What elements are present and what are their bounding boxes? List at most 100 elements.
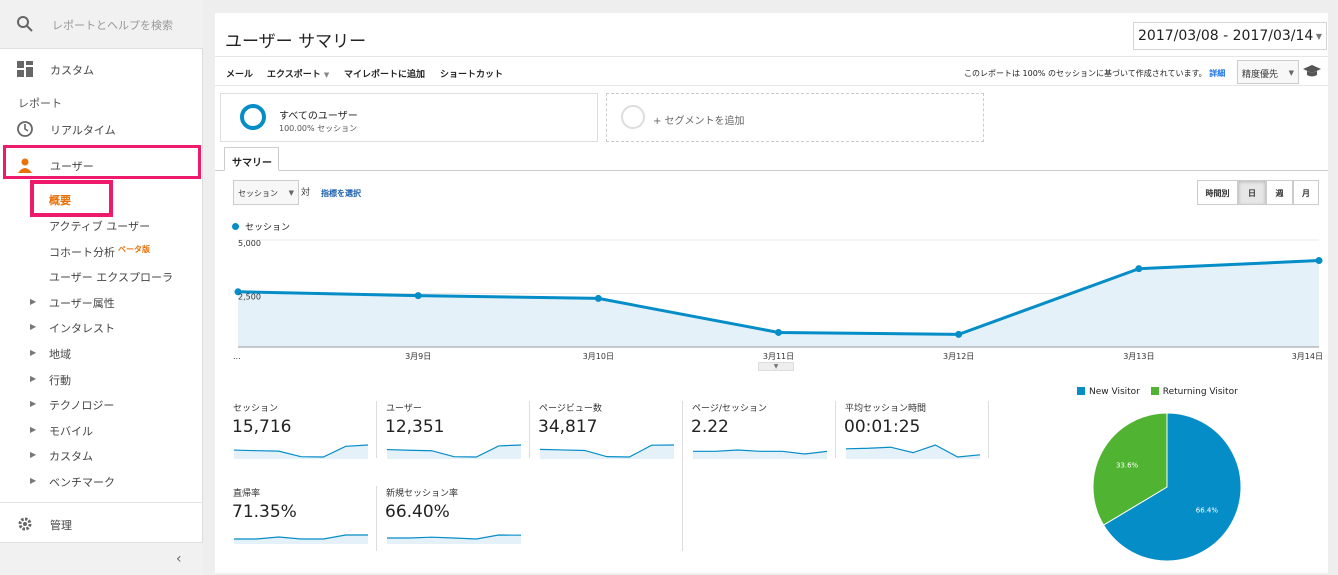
mail-button[interactable]: メール bbox=[226, 70, 254, 80]
collapse-sidebar-button[interactable]: ‹ bbox=[0, 542, 203, 575]
sidebar-item-users[interactable]: ユーザー bbox=[0, 153, 203, 177]
sidebar-item-admin[interactable]: 管理 bbox=[0, 512, 203, 536]
chevron-left-icon: ‹ bbox=[176, 551, 182, 567]
sparkline-line bbox=[387, 444, 521, 458]
metric-tile[interactable]: 新規セッション率 66.40% bbox=[385, 486, 535, 548]
sidebar-sub-overview[interactable]: 概要 bbox=[49, 194, 71, 207]
report-panel: ユーザー サマリー 2017/03/08 - 2017/03/14 ▼ メール … bbox=[215, 13, 1328, 573]
metric-label: ユーザー bbox=[386, 404, 422, 414]
sparkline bbox=[693, 449, 827, 459]
graduation-cap-icon[interactable] bbox=[1303, 63, 1321, 79]
details-link[interactable]: 詳細 bbox=[1209, 69, 1226, 78]
sparkline-line bbox=[234, 534, 368, 540]
tab-summary[interactable]: サマリー bbox=[224, 147, 279, 171]
search-placeholder: レポートとヘルプを検索 bbox=[52, 19, 173, 32]
metric-select-value: セッション bbox=[238, 189, 278, 198]
sidebar-group-interests[interactable]: ▶ インタレスト bbox=[30, 320, 115, 336]
shortcut-button[interactable]: ショートカット bbox=[440, 70, 504, 80]
visitor-pie-chart: 66.4% 33.6% bbox=[1092, 412, 1242, 562]
metric-tile[interactable]: ページビュー数 34,817 bbox=[538, 401, 688, 463]
choose-metric-link[interactable]: 指標を選択 bbox=[321, 189, 361, 198]
sidebar-group-demographics[interactable]: ▶ ユーザー属性 bbox=[30, 295, 115, 311]
data-point bbox=[775, 328, 782, 336]
sidebar-group-mobile[interactable]: ▶ モバイル bbox=[30, 423, 93, 439]
caret-right-icon: ▶ bbox=[30, 450, 37, 459]
metric-tile[interactable]: 平均セッション時間 00:01:25 bbox=[844, 401, 994, 463]
sparkline-area bbox=[387, 445, 521, 459]
sparkline-line bbox=[387, 534, 521, 540]
segment-all-users[interactable]: すべてのユーザー 100.00% セッション bbox=[220, 93, 598, 142]
precision-value: 精度優先 bbox=[1242, 70, 1279, 80]
metric-value: 00:01:25 bbox=[844, 417, 921, 437]
metric-tile[interactable]: ページ/セッション 2.22 bbox=[691, 401, 841, 463]
chevron-down-icon: ▼ bbox=[1315, 32, 1322, 41]
legend-label: Returning Visitor bbox=[1162, 387, 1238, 397]
add-to-dashboard-button[interactable]: マイレポートに追加 bbox=[344, 70, 426, 80]
data-point bbox=[1135, 265, 1143, 273]
period-hourly-button[interactable]: 時間別 bbox=[1197, 180, 1238, 205]
metric-tile[interactable]: ユーザー 12,351 bbox=[385, 401, 535, 463]
legend-swatch bbox=[1150, 387, 1159, 395]
x-tick-label: 3月11日 bbox=[763, 352, 794, 361]
search-icon bbox=[17, 16, 33, 32]
gear-icon bbox=[18, 517, 32, 531]
sidebar-sub-cohort[interactable]: コホート分析 ベータ版 bbox=[49, 244, 150, 260]
sidebar-item-label: 地域 bbox=[49, 348, 71, 361]
metric-value: 66.40% bbox=[385, 502, 450, 522]
metric-divider bbox=[376, 401, 377, 458]
pie-slice-label: 33.6% bbox=[1116, 461, 1139, 469]
metric-value: 71.35% bbox=[232, 502, 297, 522]
metric-tile[interactable]: 直帰率 71.35% bbox=[232, 486, 382, 548]
sparkline-area bbox=[846, 445, 980, 459]
sparkline-area bbox=[693, 450, 827, 459]
sidebar-group-technology[interactable]: ▶ テクノロジー bbox=[30, 397, 115, 413]
period-week-button[interactable]: 週 bbox=[1266, 180, 1293, 205]
sparkline-line bbox=[846, 444, 980, 458]
metric-label: 新規セッション率 bbox=[386, 489, 459, 499]
add-segment-button[interactable]: + セグメントを追加 bbox=[606, 93, 984, 142]
sidebar-item-label: リアルタイム bbox=[50, 124, 116, 137]
sidebar-item-label: テクノロジー bbox=[49, 399, 115, 412]
metric-value: 34,817 bbox=[538, 417, 598, 437]
metric-label: 直帰率 bbox=[233, 489, 261, 499]
sidebar-item-label: ユーザー bbox=[50, 160, 94, 173]
legend-dot bbox=[232, 223, 239, 230]
segment-percentage: 100.00% セッション bbox=[279, 124, 358, 133]
chevron-down-icon: ▼ bbox=[323, 71, 330, 79]
x-tick-label: 3月9日 bbox=[405, 352, 431, 361]
highlight-box bbox=[3, 145, 201, 179]
legend-swatch bbox=[1077, 387, 1085, 395]
sparkline bbox=[387, 534, 521, 544]
sidebar-item-custom[interactable]: カスタム bbox=[0, 57, 203, 81]
person-icon bbox=[18, 158, 32, 173]
metric-tile[interactable]: セッション 15,716 bbox=[232, 401, 382, 463]
sidebar-group-behavior[interactable]: ▶ 行動 bbox=[30, 372, 71, 388]
sidebar-group-custom[interactable]: ▶ カスタム bbox=[30, 448, 93, 464]
x-tick-label: ... bbox=[233, 352, 241, 361]
sparkline-area bbox=[234, 445, 368, 459]
chevron-down-icon: ▼ bbox=[1288, 69, 1294, 77]
pie-legend: New Visitor Returning Visitor bbox=[1077, 386, 1238, 397]
pie-slice bbox=[1092, 412, 1168, 526]
sidebar-group-geo[interactable]: ▶ 地域 bbox=[30, 346, 71, 362]
sidebar-sub-active-users[interactable]: アクティブ ユーザー bbox=[49, 220, 151, 233]
date-range-picker[interactable]: 2017/03/08 - 2017/03/14 ▼ bbox=[1133, 22, 1327, 50]
export-label: エクスポート bbox=[267, 70, 321, 80]
sparkline-line bbox=[540, 444, 674, 458]
export-button[interactable]: エクスポート ▼ bbox=[267, 67, 329, 80]
legend-item-returning-visitor: Returning Visitor bbox=[1150, 387, 1238, 397]
chart-collapse-handle[interactable]: ▼ bbox=[758, 362, 794, 371]
sidebar-item-label: コホート分析 bbox=[49, 246, 115, 259]
sidebar-item-realtime[interactable]: リアルタイム bbox=[0, 117, 203, 141]
metric-value: 2.22 bbox=[691, 417, 729, 437]
beta-badge: ベータ版 bbox=[118, 245, 150, 254]
search-box[interactable]: レポートとヘルプを検索 bbox=[0, 0, 203, 49]
period-day-button[interactable]: 日 bbox=[1238, 180, 1266, 205]
divider bbox=[0, 502, 203, 503]
sidebar-sub-user-explorer[interactable]: ユーザー エクスプローラ bbox=[49, 271, 173, 284]
chevron-down-icon: ▼ bbox=[288, 189, 294, 197]
precision-select[interactable]: 精度優先 ▼ bbox=[1237, 60, 1299, 84]
metric-select[interactable]: セッション ▼ bbox=[233, 180, 299, 205]
sidebar-group-benchmark[interactable]: ▶ ベンチマーク bbox=[30, 474, 115, 490]
period-month-button[interactable]: 月 bbox=[1293, 180, 1319, 205]
